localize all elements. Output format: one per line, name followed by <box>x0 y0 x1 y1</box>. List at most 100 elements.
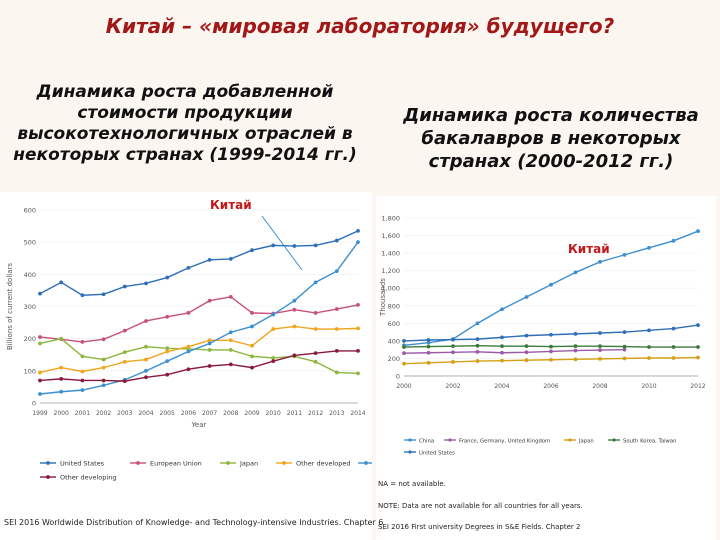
series-line-france-germany-united-kingdom <box>403 348 625 354</box>
legend-marker <box>282 461 286 465</box>
x-tick-label: 2009 <box>244 410 259 417</box>
x-tick-label: 2002 <box>96 410 111 417</box>
x-tick-label: 2000 <box>54 410 69 417</box>
data-point-united-states <box>122 284 127 289</box>
data-point-united-states <box>59 280 64 285</box>
data-point-japan <box>475 359 480 363</box>
data-point-united-states <box>165 275 170 280</box>
x-tick-label: 2012 <box>308 410 323 417</box>
data-point-united-states <box>696 323 700 327</box>
data-point-european-union <box>38 335 42 339</box>
right-line-chart: 0 200 400 600 800 1,000 1,200 1,400 1,600 1,800 20… <box>379 215 706 457</box>
data-point-united-states <box>228 256 233 261</box>
data-point-france-germany-united-kingdom <box>524 350 529 355</box>
legend-marker <box>136 461 140 465</box>
y-tick-label: 800 <box>388 302 400 310</box>
data-point-other-developing <box>334 348 339 353</box>
data-point-south-korea-taiwan <box>696 345 700 349</box>
y-tick-label: 600 <box>24 207 36 215</box>
data-point-other-developed <box>228 338 233 343</box>
y-tick-label: 600 <box>388 320 400 328</box>
data-point-european-union <box>186 311 191 315</box>
legend-marker <box>408 450 412 454</box>
data-point-other-developing <box>165 372 170 377</box>
right-chart-heading: Динамика роста количества бакалавров в н… <box>403 105 699 172</box>
data-point-south-korea-taiwan <box>426 344 431 349</box>
data-point-japan <box>80 354 85 359</box>
legend-marker <box>46 461 50 465</box>
data-point-united-states <box>38 291 42 296</box>
x-axis-label: Year <box>191 421 207 429</box>
data-point-france-germany-united-kingdom <box>500 350 504 355</box>
data-point-south-korea-taiwan <box>451 344 455 349</box>
legend-label: Japan <box>239 460 258 468</box>
x-tick-label: 2008 <box>592 383 607 390</box>
data-point-china <box>271 312 276 317</box>
data-point-china <box>101 383 106 388</box>
data-point-china <box>250 324 254 329</box>
data-point-united-states <box>475 337 480 342</box>
y-tick-label: 1,800 <box>381 215 400 223</box>
data-point-other-developed <box>144 357 148 362</box>
y-tick-label: 0 <box>32 400 36 408</box>
data-point-other-developing <box>186 367 191 372</box>
data-point-japan <box>228 348 233 352</box>
data-point-united-states <box>144 281 148 286</box>
data-point-other-developed <box>122 359 127 364</box>
x-tick-label: 2004 <box>494 383 509 390</box>
data-point-japan <box>101 357 106 362</box>
data-point-european-union <box>207 298 212 303</box>
series-line-other-developed <box>39 325 359 374</box>
data-point-france-germany-united-kingdom <box>573 348 578 353</box>
left-line-chart: 0 100 200 300 400 500 600 1999 2000 2001 2002 2003 2… <box>6 207 372 482</box>
x-tick-label: 2006 <box>181 410 196 417</box>
x-tick-label: 2005 <box>160 410 175 417</box>
x-tick-label: 2000 <box>396 383 411 390</box>
data-point-other-developed <box>207 338 212 343</box>
data-point-china <box>475 321 480 326</box>
data-point-other-developing <box>59 376 64 381</box>
data-point-other-developed <box>59 365 64 370</box>
data-point-other-developing <box>101 378 106 383</box>
data-point-south-korea-taiwan <box>573 344 578 349</box>
data-point-japan <box>356 371 360 376</box>
data-point-china <box>356 240 360 245</box>
data-point-other-developing <box>144 375 148 380</box>
data-point-other-developing <box>250 365 254 370</box>
data-point-china <box>186 349 191 354</box>
data-point-other-developing <box>207 364 212 368</box>
data-point-china <box>426 340 431 345</box>
china-callout-right: Китай <box>568 242 610 256</box>
series-line-united-states <box>39 230 359 296</box>
data-point-united-states <box>402 338 406 343</box>
data-point-france-germany-united-kingdom <box>426 350 431 355</box>
data-point-japan <box>313 359 318 364</box>
china-callout-line <box>261 215 303 271</box>
data-point-china <box>573 270 578 275</box>
data-point-other-developed <box>271 327 276 331</box>
data-point-china <box>228 330 233 335</box>
data-point-other-developing <box>356 348 360 353</box>
data-point-european-union <box>334 307 339 311</box>
legend-label: United States <box>419 450 455 456</box>
x-tick-label: 2010 <box>641 383 656 390</box>
legend-marker <box>448 438 452 442</box>
data-point-japan <box>144 344 148 349</box>
data-point-united-states <box>292 244 297 248</box>
left-chart-heading: Динамика роста добавленной стоимости про… <box>13 82 357 165</box>
data-point-european-union <box>228 294 233 299</box>
data-point-japan <box>165 346 170 351</box>
data-point-european-union <box>144 319 148 323</box>
data-point-china <box>598 259 602 264</box>
data-point-japan <box>647 356 651 360</box>
x-tick-label: 2011 <box>287 410 302 417</box>
china-callout-left: Китай <box>210 198 252 212</box>
legend-label: China <box>419 438 434 444</box>
data-point-united-states <box>671 326 676 331</box>
x-tick-label: 2012 <box>690 383 705 390</box>
y-tick-label: 300 <box>24 303 36 311</box>
x-tick-label: 2013 <box>329 410 344 417</box>
data-point-japan <box>598 356 602 361</box>
y-tick-label: 100 <box>24 367 36 375</box>
y-tick-label: 1,400 <box>381 250 400 258</box>
